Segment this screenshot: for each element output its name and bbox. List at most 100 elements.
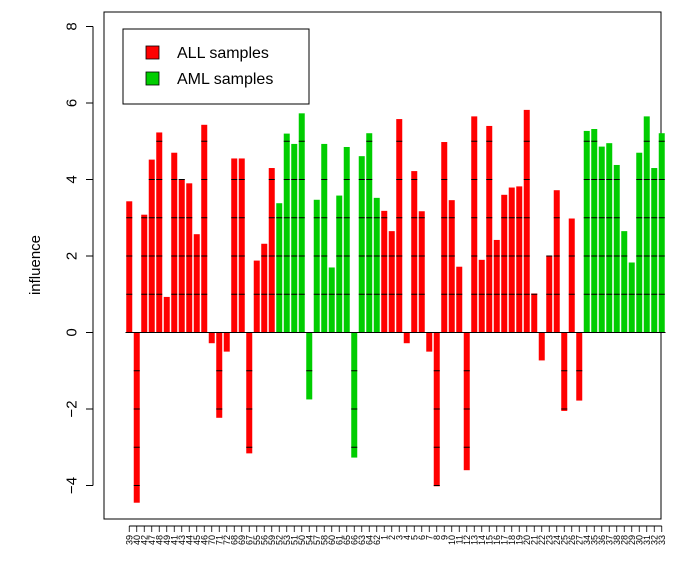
legend-box <box>122 28 310 105</box>
bar <box>403 332 410 344</box>
x-tick-label: 34 <box>582 535 592 545</box>
bar <box>306 332 313 400</box>
x-tick-label: 9 <box>439 535 449 540</box>
bar <box>516 186 523 333</box>
x-tick-label: 71 <box>214 535 224 545</box>
bar <box>336 195 343 333</box>
bar <box>186 183 193 333</box>
bar <box>291 143 298 333</box>
legend-swatch-all <box>145 45 160 60</box>
bar <box>381 210 388 333</box>
bar <box>456 266 463 333</box>
bar <box>591 129 598 333</box>
bar <box>163 296 170 333</box>
x-tick-label: 17 <box>499 535 509 545</box>
x-tick-label: 53 <box>282 535 292 545</box>
x-tick-label: 13 <box>469 535 479 545</box>
x-tick-label: 35 <box>589 535 599 545</box>
bar <box>328 267 335 333</box>
x-tick-label: 25 <box>559 535 569 545</box>
x-tick-label: 24 <box>552 535 562 545</box>
bar <box>396 119 403 333</box>
y-tick-label: −4 <box>64 477 81 494</box>
y-axis-label: influence <box>27 235 44 295</box>
bar <box>448 200 455 333</box>
x-tick-labels: 3940424748494143444546707172686967555659… <box>124 525 667 545</box>
x-tick-label: 60 <box>327 535 337 545</box>
bar <box>531 293 538 333</box>
x-tick-label: 28 <box>619 535 629 545</box>
bar <box>261 243 268 333</box>
x-tick-label: 30 <box>634 535 644 545</box>
bar <box>478 259 485 333</box>
y-tick-label: 6 <box>64 99 81 107</box>
bar <box>606 143 613 333</box>
x-tick-label: 44 <box>184 535 194 545</box>
x-tick-label: 55 <box>252 535 262 545</box>
x-tick-label: 6 <box>417 535 427 540</box>
x-tick-label: 46 <box>199 535 209 545</box>
x-tick-label: 19 <box>514 535 524 545</box>
bar <box>156 132 163 333</box>
x-tick-label: 23 <box>544 535 554 545</box>
bar <box>298 113 305 333</box>
bar <box>193 234 200 333</box>
x-tick-label: 4 <box>402 535 412 540</box>
bar <box>343 146 350 333</box>
x-tick-label: 47 <box>147 535 157 545</box>
bar <box>651 168 658 333</box>
bar <box>321 143 328 333</box>
x-tick-label: 21 <box>529 535 539 545</box>
x-tick-label: 54 <box>304 535 314 545</box>
legend: ALL samples AML samples <box>122 28 310 105</box>
x-tick-label: 31 <box>642 535 652 545</box>
x-tick-label: 20 <box>522 535 532 545</box>
x-tick-label: 62 <box>372 535 382 545</box>
bar <box>463 332 470 471</box>
x-tick-label: 40 <box>132 535 142 545</box>
x-tick-label: 43 <box>177 535 187 545</box>
x-tick-label: 69 <box>237 535 247 545</box>
x-tick-label: 58 <box>319 535 329 545</box>
x-tick-label: 45 <box>192 535 202 545</box>
bar <box>148 159 155 333</box>
bar <box>171 152 178 333</box>
x-tick-label: 32 <box>649 535 659 545</box>
x-tick-label: 56 <box>259 535 269 545</box>
bar <box>373 197 380 333</box>
x-tick-label: 64 <box>364 535 374 545</box>
y-tick-label: 8 <box>64 22 81 30</box>
x-tick-label: 63 <box>357 535 367 545</box>
x-tick-label: 3 <box>394 535 404 540</box>
x-tick-label: 37 <box>604 535 614 545</box>
bar <box>501 194 508 333</box>
x-tick-label: 42 <box>139 535 149 545</box>
bar <box>523 109 530 333</box>
x-tick-label: 49 <box>162 535 172 545</box>
bar <box>268 168 275 333</box>
bar <box>643 116 650 333</box>
x-tick-label: 14 <box>477 535 487 545</box>
bar <box>583 130 590 333</box>
bar <box>208 332 215 344</box>
x-tick-label: 36 <box>597 535 607 545</box>
bar <box>636 152 643 333</box>
x-tick-label: 38 <box>612 535 622 545</box>
x-tick-label: 39 <box>124 535 134 545</box>
x-tick-label: 26 <box>567 535 577 545</box>
bar <box>471 116 478 333</box>
y-axis: −4 −2 0 2 4 6 8 <box>64 22 94 494</box>
x-tick-label: 1 <box>379 535 389 540</box>
y-tick-label: 2 <box>64 252 81 260</box>
bar <box>508 187 515 333</box>
legend-label-aml: AML samples <box>177 71 273 88</box>
x-tick-label: 61 <box>334 535 344 545</box>
bar <box>366 133 373 333</box>
bar <box>351 332 358 458</box>
x-tick-label: 18 <box>507 535 517 545</box>
x-tick-label: 59 <box>267 535 277 545</box>
bar <box>418 211 425 333</box>
x-tick-label: 15 <box>484 535 494 545</box>
x-tick-label: 22 <box>537 535 547 545</box>
